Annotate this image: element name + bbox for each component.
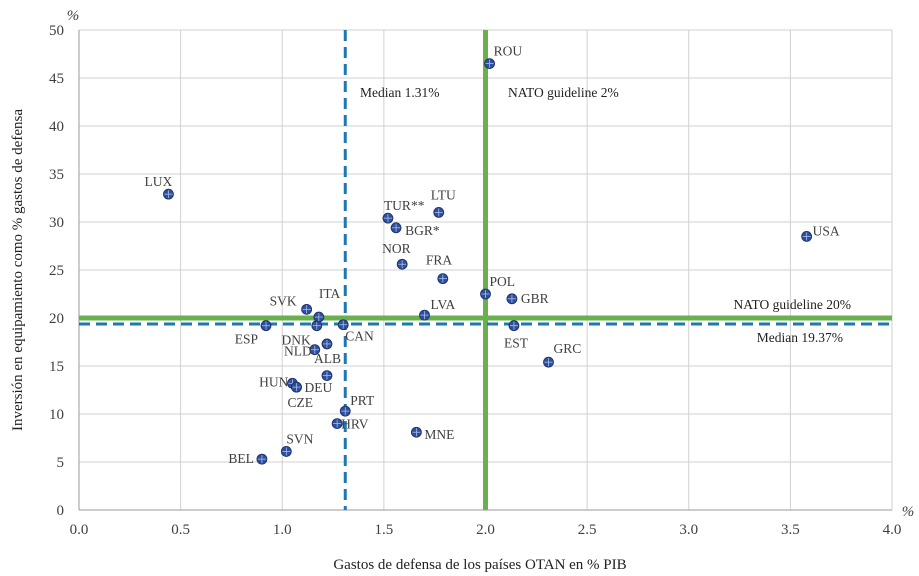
x-tick-label: 1.0 <box>273 522 292 538</box>
x-tick-label: 1.5 <box>375 522 394 538</box>
data-point-label: MNE <box>424 427 454 442</box>
y-tick-label: 50 <box>49 23 64 39</box>
y-tick-label: 0 <box>57 503 65 519</box>
data-point-label: EST <box>504 336 529 351</box>
y-tick-label: 15 <box>49 359 64 375</box>
y-axis-title: Inversión en equipamiento como % gastos … <box>10 109 26 431</box>
x-tick-label: 2.5 <box>578 522 597 538</box>
data-point-label: LUX <box>145 174 173 189</box>
data-point-label: HUN <box>259 374 288 389</box>
y-tick-label: 10 <box>49 407 64 423</box>
data-point-label: ALB <box>314 351 341 366</box>
data-point-label: HRV <box>341 417 369 432</box>
data-points <box>163 58 813 465</box>
x-axis-unit: % <box>902 504 915 520</box>
y-axis-unit: % <box>67 8 80 24</box>
reference-line-label: NATO guideline 20% <box>734 297 852 312</box>
y-tick-label: 30 <box>49 215 64 231</box>
reference-line-label: NATO guideline 2% <box>508 85 619 100</box>
data-point-label: PRT <box>350 393 375 408</box>
data-point-label: SVN <box>286 431 313 446</box>
x-tick-label: 3.5 <box>781 522 800 538</box>
data-point-label: BEL <box>228 451 254 466</box>
reference-line-label: Median 19.37% <box>757 330 843 345</box>
reference-line-label: Median 1.31% <box>360 85 439 100</box>
data-point-label: LTU <box>431 187 456 202</box>
data-point-label: CAN <box>345 329 374 344</box>
data-point-label: DEU <box>304 380 332 395</box>
y-tick-label: 45 <box>49 71 64 87</box>
data-point-label: ROU <box>494 44 523 59</box>
x-tick-label: 4.0 <box>883 522 902 538</box>
data-point-label: BGR* <box>405 223 440 238</box>
y-tick-label: 40 <box>49 119 64 135</box>
x-tick-label: 0.0 <box>70 522 89 538</box>
tick-labels: 0.0 0.5 1.0 1.5 2.0 2.5 3.0 3.5 4.0 0 5 10 15 20 25 30 3… <box>49 23 901 538</box>
reference-line-labels: Median 1.31% NATO guideline 2% NATO guidel… <box>360 85 851 345</box>
data-point-label: USA <box>813 223 840 238</box>
data-point-label: GRC <box>554 341 582 356</box>
data-point-label: POL <box>490 274 516 289</box>
x-tick-label: 2.0 <box>476 522 495 538</box>
data-point-label: GBR <box>521 291 549 306</box>
x-axis-title: Gastos de defensa de los países OTAN en … <box>333 557 626 573</box>
data-point-label: TUR** <box>384 198 425 213</box>
y-tick-label: 20 <box>49 311 64 327</box>
data-point-label: NOR <box>382 241 411 256</box>
data-point-label: CZE <box>287 395 313 410</box>
data-point-label: LVA <box>431 297 456 312</box>
data-point-label: DNK <box>282 333 311 348</box>
reference-lines <box>79 30 892 510</box>
y-tick-label: 35 <box>49 167 64 183</box>
data-point-label: ESP <box>235 332 258 347</box>
data-point-label: SVK <box>270 293 297 308</box>
x-tick-label: 3.0 <box>679 522 698 538</box>
data-point-label: ITA <box>319 286 341 301</box>
x-tick-label: 0.5 <box>171 522 190 538</box>
y-tick-label: 25 <box>49 263 64 279</box>
data-point-label: NLD <box>284 344 312 359</box>
data-point-label: FRA <box>426 253 453 268</box>
y-tick-label: 5 <box>57 455 65 471</box>
